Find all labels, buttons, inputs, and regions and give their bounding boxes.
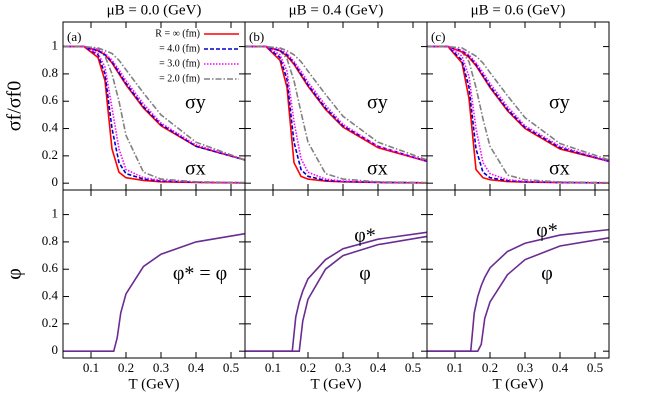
y-tick-label: 0: [52, 174, 59, 189]
x-tick-label: 0.1: [265, 360, 281, 375]
x-tick-label: 0.5: [223, 360, 239, 375]
panel-frame: [426, 189, 610, 359]
x-axis-label: T (GeV): [129, 376, 180, 392]
x-tick-label: 0.4: [188, 360, 205, 375]
data-line: [245, 45, 427, 161]
x-tick-label: 0.1: [447, 360, 463, 375]
data-line: [427, 45, 609, 184]
data-line: [245, 45, 427, 163]
data-line: [63, 45, 245, 184]
x-tick-label: 0.1: [83, 360, 99, 375]
x-tick-label: 0.3: [517, 360, 533, 375]
y-tick-label: 0.4: [42, 120, 59, 135]
panel-title: μB = 0.6 (GeV): [471, 2, 566, 18]
data-line: [63, 45, 245, 161]
data-line: [427, 228, 609, 352]
annotation: σx: [185, 158, 206, 180]
data-line: [427, 45, 609, 184]
data-line: [63, 45, 245, 161]
y-tick-label: 0.8: [42, 65, 58, 80]
annotation: σy: [367, 92, 388, 114]
annotation: σx: [367, 158, 388, 180]
y-tick-label: 0.8: [42, 233, 58, 248]
x-tick-label: 0.4: [552, 360, 569, 375]
x-tick-label: 0.5: [587, 360, 603, 375]
y-tick-label: 0.2: [42, 147, 58, 162]
x-tick-label: 0.2: [482, 360, 498, 375]
annotation: σy: [185, 92, 206, 114]
data-line: [245, 45, 427, 184]
data-line: [245, 235, 427, 352]
annotation: φ* = φ: [173, 263, 227, 285]
legend-label: = 2.0 (fm): [159, 73, 200, 84]
y-tick-label: 1: [52, 38, 59, 53]
data-line: [427, 45, 609, 163]
x-tick-label: 0.3: [335, 360, 351, 375]
y-tick-label: 0.6: [42, 260, 59, 275]
x-tick-label: 0.2: [300, 360, 316, 375]
annotation: (b): [249, 29, 264, 44]
y-tick-label: 1: [52, 206, 59, 221]
legend-label: R = ∞ (fm): [155, 28, 200, 39]
data-line: [427, 237, 609, 352]
legend-label: = 3.0 (fm): [159, 58, 200, 69]
y-tick-label: 0.6: [42, 92, 59, 107]
data-line: [245, 45, 427, 184]
y-tick-label: 0.4: [42, 288, 59, 303]
data-line: [245, 45, 427, 184]
data-line: [63, 45, 245, 184]
annotation: φ: [541, 263, 553, 285]
x-axis-label: T (GeV): [493, 376, 544, 392]
x-axis-label: T (GeV): [311, 376, 362, 392]
annotation: σy: [549, 92, 570, 114]
y-axis-label: σf/σf0: [4, 81, 26, 131]
x-tick-label: 0.4: [370, 360, 387, 375]
data-line: [427, 45, 609, 184]
data-line: [63, 232, 245, 352]
annotation: σx: [549, 158, 570, 180]
annotation: (c): [431, 29, 445, 44]
data-line: [427, 45, 609, 163]
y-tick-label: 0.2: [42, 315, 58, 330]
x-tick-label: 0.3: [153, 360, 169, 375]
data-line: [427, 45, 609, 184]
annotation: (a): [67, 29, 81, 44]
data-line: [245, 45, 427, 163]
annotation: φ*: [354, 225, 376, 247]
annotation: φ*: [536, 220, 558, 242]
annotation: φ: [359, 263, 371, 285]
data-line: [245, 231, 427, 352]
panel-title: μB = 0.4 (GeV): [289, 2, 384, 18]
x-tick-label: 0.2: [118, 360, 134, 375]
panel-title: μB = 0.0 (GeV): [107, 2, 202, 18]
data-line: [63, 45, 245, 184]
legend-label: = 4.0 (fm): [159, 43, 200, 54]
data-line: [63, 45, 245, 161]
data-line: [245, 45, 427, 184]
data-line: [63, 45, 245, 184]
y-tick-label: 0: [52, 342, 59, 357]
data-line: [427, 45, 609, 163]
panel-frame: [244, 189, 428, 359]
data-line: [245, 45, 427, 163]
data-line: [63, 45, 245, 161]
data-line: [427, 45, 609, 161]
y-axis-label: φ: [4, 268, 26, 280]
x-tick-label: 0.5: [405, 360, 421, 375]
